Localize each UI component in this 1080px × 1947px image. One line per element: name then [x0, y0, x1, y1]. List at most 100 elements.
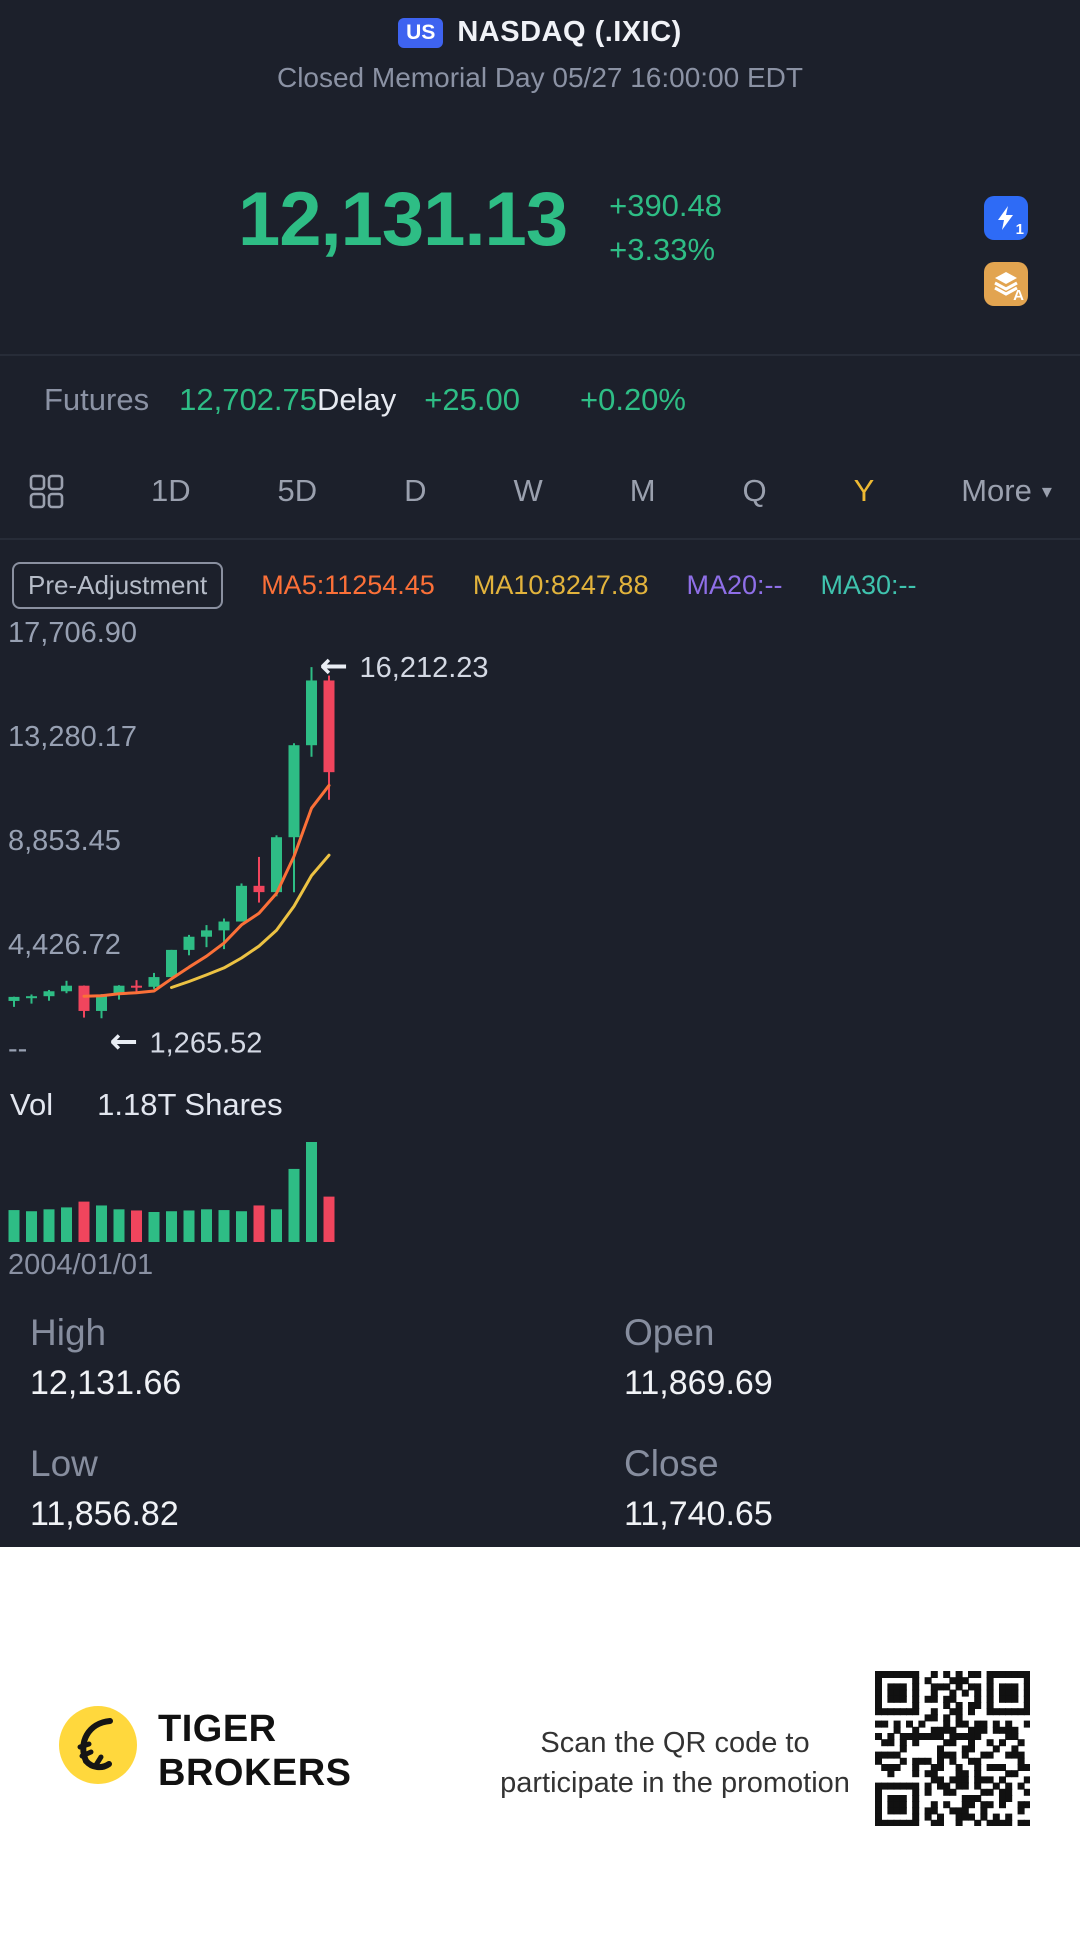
volume-bar — [183, 1210, 195, 1242]
volume-bar — [61, 1207, 72, 1242]
tiger-logo-glyph — [59, 1706, 137, 1784]
candle-body — [131, 985, 142, 988]
volume-bar — [253, 1205, 265, 1242]
lightning-icon[interactable]: 1 — [984, 196, 1028, 240]
y-axis-label: -- — [8, 1033, 27, 1065]
promo-footer: TIGER BROKERS Scan the QR code to partic… — [0, 1547, 1080, 1947]
close-label: Close — [624, 1443, 719, 1484]
volume-label: Vol — [10, 1087, 54, 1122]
symbol-name: NASDAQ (.IXIC) — [457, 16, 682, 48]
promo-line-2: participate in the promotion — [500, 1767, 850, 1799]
candle-body — [201, 930, 212, 937]
volume-bar — [26, 1211, 37, 1242]
low-value: 11,856.82 — [30, 1495, 179, 1533]
qr-code-image — [875, 1671, 1031, 1827]
left-arrow-icon: ← — [320, 646, 349, 686]
qr-code — [875, 1671, 1031, 1827]
header: US NASDAQ (.IXIC) Closed Memorial Day 05… — [0, 0, 1080, 354]
more-label: More — [961, 473, 1032, 508]
volume-bar — [323, 1196, 335, 1242]
y-axis-label: 13,280.17 — [8, 721, 137, 753]
ma10-line — [170, 853, 331, 989]
period-tabbar: 1D 5D D W M Q Y More ▾ — [0, 444, 1080, 540]
futures-row: Futures 12,702.75 Delay +25.00 +0.20% — [0, 354, 1080, 444]
volume-bar — [113, 1209, 125, 1242]
volume-bar — [8, 1210, 20, 1242]
candle-body — [183, 936, 195, 950]
candlestick-chart[interactable]: 17,706.90 13,280.17 8,853.45 4,426.72 -- ← 16,… — [0, 612, 1080, 1072]
tab-m[interactable]: M — [629, 473, 656, 508]
chart-layout-icon[interactable] — [28, 473, 64, 509]
price-change-percent: +3.33% — [609, 232, 716, 267]
more-button[interactable]: More ▾ — [961, 473, 1052, 509]
brand-line-2: BROKERS — [158, 1752, 352, 1794]
change-column: +390.48 +3.33% — [609, 184, 722, 272]
volume-chart[interactable] — [0, 1128, 1080, 1248]
volume-bar — [288, 1168, 300, 1242]
y-axis-label: 17,706.90 — [8, 617, 137, 649]
grid-glyph — [29, 474, 64, 509]
candle-body — [271, 837, 282, 893]
last-price: 12,131.13 — [237, 177, 568, 262]
ma5-line — [82, 783, 331, 998]
low-label: Low — [30, 1443, 98, 1484]
layers-icon[interactable]: A — [984, 262, 1028, 306]
promo-line-1: Scan the QR code to — [540, 1727, 810, 1759]
candle-body — [78, 985, 90, 1011]
layers-badge-letter: A — [1013, 287, 1024, 304]
tab-1d[interactable]: 1D — [150, 473, 191, 508]
candle-body — [26, 996, 37, 999]
symbol-title-row: US NASDAQ (.IXIC) — [0, 16, 1080, 49]
promo-text: Scan the QR code to participate in the p… — [470, 1723, 880, 1803]
tab-w[interactable]: W — [513, 473, 543, 508]
candle-body — [166, 949, 177, 978]
ohlc-stats: High 12,131.66 Open 11,869.69 Low 11,856… — [0, 1312, 1080, 1547]
y-axis-label: 8,853.45 — [8, 825, 121, 857]
y-axis-label: 4,426.72 — [8, 929, 121, 961]
ma5-label: MA5:11254.45 — [261, 569, 435, 600]
price-annotation: 16,212.23 — [360, 652, 489, 684]
lightning-glyph — [998, 206, 1013, 230]
volume-bar — [306, 1142, 317, 1242]
tab-d[interactable]: D — [404, 473, 427, 508]
futures-change: +25.00 — [424, 382, 520, 417]
futures-change-percent: +0.20% — [579, 382, 686, 417]
price-annotation: 1,265.52 — [150, 1027, 263, 1059]
volume-bar — [201, 1209, 212, 1242]
high-value: 12,131.66 — [30, 1364, 182, 1402]
left-arrow-icon: ← — [110, 1021, 139, 1061]
pre-adjustment-button[interactable]: Pre-Adjustment — [12, 561, 224, 609]
stat-low: Low 11,856.82 — [30, 1443, 624, 1534]
candle-body — [113, 985, 125, 995]
header-icons: 1 A — [984, 196, 1028, 306]
candle-body — [323, 680, 335, 773]
candle-body — [306, 680, 317, 746]
brand-name: TIGER BROKERS — [158, 1707, 352, 1795]
candle-body — [96, 994, 107, 1011]
volume-bar — [43, 1209, 55, 1242]
candle-body — [218, 921, 230, 931]
indicator-legend: Pre-Adjustment MA5:11254.45 MA10:8247.88… — [0, 558, 1080, 612]
volume-bar — [96, 1205, 107, 1242]
volume-bar — [78, 1201, 90, 1242]
tab-q[interactable]: Q — [742, 473, 767, 508]
tab-y[interactable]: Y — [853, 473, 875, 508]
volume-bar — [218, 1210, 230, 1242]
stat-open: Open 11,869.69 — [624, 1312, 1080, 1403]
lightning-badge-number: 1 — [1015, 221, 1024, 238]
candle-body — [61, 985, 72, 992]
candle-body — [43, 991, 55, 997]
tab-5d[interactable]: 5D — [277, 473, 318, 508]
volume-bar — [131, 1210, 142, 1242]
high-label: High — [30, 1312, 107, 1353]
brand-line-1: TIGER — [158, 1708, 277, 1750]
candle-body — [236, 885, 247, 922]
volume-bar — [166, 1211, 177, 1242]
tiger-logo — [56, 1703, 140, 1787]
ma10-label: MA10:8247.88 — [472, 569, 649, 600]
close-value: 11,740.65 — [624, 1495, 773, 1533]
x-axis-start-date: 2004/01/01 — [8, 1248, 154, 1281]
futures-label: Futures — [44, 382, 150, 417]
candle-body — [148, 977, 160, 987]
